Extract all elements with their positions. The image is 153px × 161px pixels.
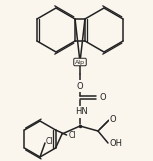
Text: Cl: Cl	[46, 137, 54, 147]
Text: HN: HN	[75, 108, 87, 117]
Text: Alp: Alp	[75, 60, 85, 65]
Text: O: O	[110, 115, 117, 124]
Text: OH: OH	[110, 138, 123, 147]
Text: Cl: Cl	[69, 131, 76, 139]
Text: O: O	[100, 94, 107, 103]
Text: O: O	[77, 81, 83, 90]
